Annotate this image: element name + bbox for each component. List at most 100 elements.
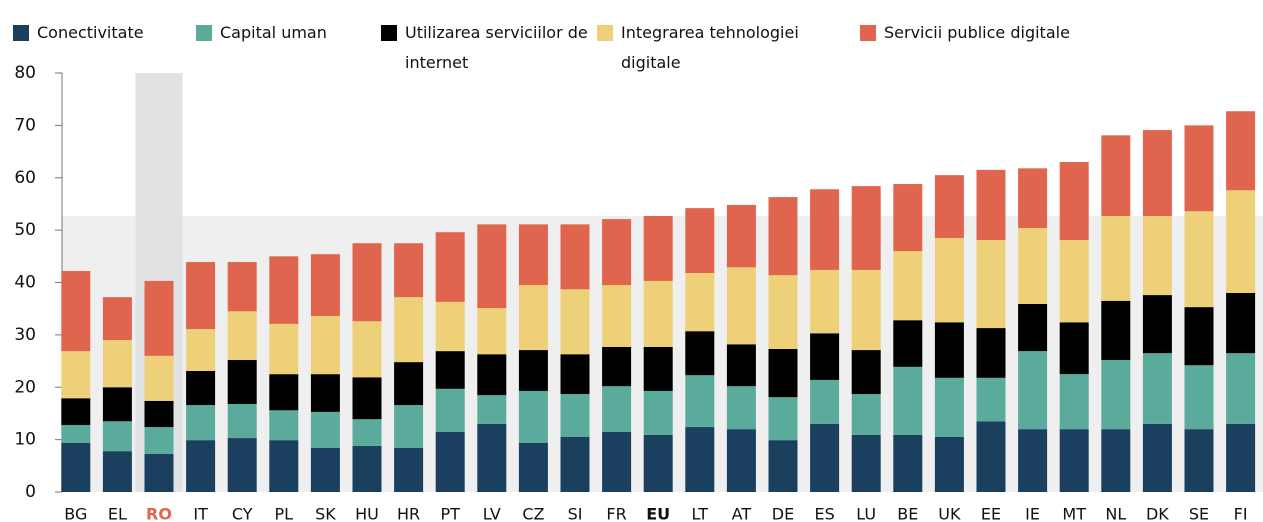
bar-segment bbox=[269, 374, 299, 411]
bar-segment bbox=[186, 371, 216, 406]
bar-segment bbox=[102, 340, 132, 388]
bar-segment bbox=[893, 251, 923, 321]
bar-segment bbox=[1059, 374, 1089, 430]
bar-segment bbox=[1101, 300, 1131, 361]
bar-segment bbox=[1184, 307, 1214, 366]
legend-swatch bbox=[196, 25, 212, 41]
bar-segment bbox=[685, 375, 715, 428]
bar-segment bbox=[1059, 162, 1089, 241]
x-tick-label: SE bbox=[1189, 505, 1209, 522]
x-tick-label: HU bbox=[355, 505, 379, 522]
x-tick-label: LU bbox=[856, 505, 876, 522]
bar-segment bbox=[976, 421, 1006, 492]
y-tick-label: 70 bbox=[14, 115, 36, 135]
x-tick-label: BE bbox=[897, 505, 918, 522]
bar-segment bbox=[352, 419, 382, 446]
bar-segment bbox=[851, 269, 881, 351]
y-tick-label: 80 bbox=[14, 63, 36, 83]
bar-segment bbox=[602, 346, 632, 387]
bar-segment bbox=[560, 354, 590, 395]
bar-segment bbox=[1018, 351, 1048, 430]
x-tick-label: IE bbox=[1025, 505, 1040, 522]
bar-segment bbox=[435, 301, 465, 352]
bar-segment bbox=[726, 429, 756, 492]
bar-segment bbox=[768, 197, 798, 276]
legend-label: Conectivitate bbox=[37, 23, 144, 42]
x-tick-label: EU bbox=[646, 505, 670, 522]
bar-segment bbox=[227, 262, 257, 312]
bar-segment bbox=[1184, 429, 1214, 492]
legend: Conectivitate Capital uman Utilizarea serv… bbox=[0, 0, 1263, 75]
bar-segment bbox=[1142, 215, 1172, 296]
bar-segment bbox=[685, 273, 715, 332]
bar-segment bbox=[851, 394, 881, 435]
x-tick-label: NL bbox=[1105, 505, 1126, 522]
bar-segment bbox=[893, 366, 923, 435]
bar-segment bbox=[186, 262, 216, 330]
bar-segment bbox=[851, 350, 881, 395]
legend-label: Capital uman bbox=[220, 23, 327, 42]
legend-item: Servicii publice digitale bbox=[860, 18, 1074, 48]
y-tick-label: 50 bbox=[14, 220, 36, 240]
bar-segment bbox=[61, 398, 91, 425]
bar-segment bbox=[310, 411, 340, 449]
bar-segment bbox=[61, 270, 91, 352]
bar-segment bbox=[810, 333, 840, 380]
legend-label: Servicii publice digitale bbox=[884, 23, 1070, 42]
legend-swatch bbox=[381, 25, 397, 41]
bar-segment bbox=[768, 275, 798, 350]
bar-segment bbox=[1059, 240, 1089, 323]
x-tick-label: AT bbox=[732, 505, 752, 522]
bar-segment bbox=[726, 344, 756, 387]
bar-segment bbox=[934, 237, 964, 323]
bar-segment bbox=[810, 269, 840, 334]
bar-segment bbox=[1184, 211, 1214, 308]
legend-item: Integrarea tehnologiei digitale bbox=[597, 18, 861, 78]
x-tick-label: RO bbox=[146, 505, 172, 522]
x-tick-label: EE bbox=[981, 505, 1001, 522]
x-tick-label: FR bbox=[606, 505, 626, 522]
y-tick-label: 20 bbox=[14, 377, 36, 397]
legend-item: Conectivitate bbox=[13, 18, 207, 48]
bar-segment bbox=[934, 437, 964, 492]
bar-segment bbox=[227, 360, 257, 405]
y-tick-label: 40 bbox=[14, 273, 36, 293]
x-tick-label: BG bbox=[64, 505, 87, 522]
bar-segment bbox=[352, 445, 382, 492]
bar-segment bbox=[893, 320, 923, 367]
x-tick-label: MT bbox=[1062, 505, 1086, 522]
bar-segment bbox=[352, 243, 382, 322]
bar-segment bbox=[643, 346, 673, 391]
bar-segment bbox=[227, 311, 257, 361]
bar-segment bbox=[1142, 423, 1172, 492]
bar-segment bbox=[976, 328, 1006, 378]
x-tick-label: UK bbox=[938, 505, 961, 522]
x-tick-label: PT bbox=[440, 505, 460, 522]
bar-segment bbox=[477, 423, 507, 492]
bar-segment bbox=[1059, 322, 1089, 375]
x-tick-label: SK bbox=[315, 505, 336, 522]
x-tick-label: CY bbox=[232, 505, 253, 522]
bar-segment bbox=[851, 434, 881, 492]
bar-segment bbox=[1184, 125, 1214, 212]
bar-segment bbox=[726, 386, 756, 430]
bar-segment bbox=[518, 442, 548, 492]
bar-segment bbox=[352, 377, 382, 420]
bar-segment bbox=[768, 397, 798, 441]
legend-swatch bbox=[13, 25, 29, 41]
bar-segment bbox=[1142, 130, 1172, 216]
bar-segment bbox=[1018, 303, 1048, 352]
bar-segment bbox=[144, 280, 174, 356]
bar-segment bbox=[394, 297, 424, 363]
bar-segment bbox=[810, 379, 840, 424]
bar-segment bbox=[102, 421, 132, 452]
bar-segment bbox=[643, 215, 673, 281]
bar-segment bbox=[560, 437, 590, 492]
bar-segment bbox=[394, 448, 424, 492]
bar-segment bbox=[893, 434, 923, 492]
bar-segment bbox=[435, 431, 465, 492]
bar-segment bbox=[227, 438, 257, 492]
x-tick-label: PL bbox=[275, 505, 294, 522]
y-tick-label: 0 bbox=[25, 482, 36, 502]
